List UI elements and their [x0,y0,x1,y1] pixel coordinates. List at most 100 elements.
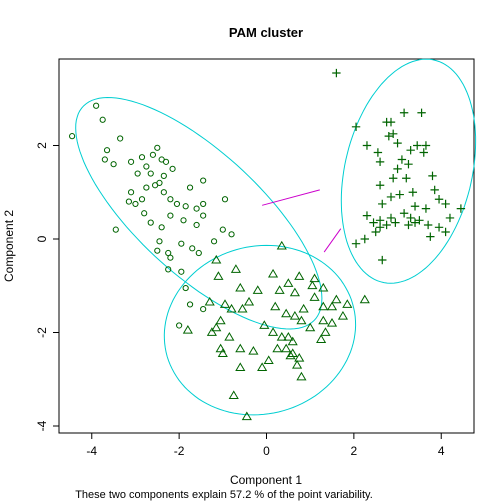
point-triangle-31 [235,343,246,353]
point-circle-40 [189,245,196,252]
cluster-ellipses [75,58,477,416]
point-circle-51 [195,249,202,257]
point-plus-11 [404,159,413,169]
point-circle-20 [138,196,146,203]
point-triangle-1 [294,271,305,280]
point-plus-28 [410,202,420,211]
x-tick-label: 4 [438,444,445,458]
point-triangle-34 [267,327,279,336]
point-plus-16 [384,131,394,141]
point-triangle-12 [320,327,331,336]
point-circle-5 [103,147,111,154]
point-plus-15 [399,108,409,117]
point-triangle-2 [307,280,318,290]
point-triangle-55 [257,362,268,371]
point-circle-50 [127,189,135,196]
point-circle-26 [193,205,200,212]
point-triangle-39 [285,350,296,360]
point-plus-13 [417,108,426,117]
x-axis-label: Component 1 [230,473,302,487]
point-circle-47 [169,165,176,172]
point-triangle-5 [318,301,329,311]
point-circle-49 [152,182,159,189]
point-plus-23 [375,216,385,225]
point-triangle-28 [206,327,217,336]
point-plus-31 [428,171,437,181]
point-circle-2 [69,133,76,140]
point-plus-38 [426,232,435,241]
point-plus-7 [386,117,396,127]
point-plus-50 [410,218,420,227]
point-triangle-30 [224,331,235,341]
point-circle-12 [154,144,161,151]
point-circle-31 [167,212,174,219]
point-triangle-35 [276,331,287,341]
point-triangle-57 [241,411,252,421]
point-circle-22 [160,189,167,196]
point-circle-32 [158,224,165,231]
point-triangle-32 [248,346,259,355]
point-circle-54 [178,268,185,275]
point-circle-56 [186,301,194,308]
point-triangle-7 [331,294,342,304]
point-circle-37 [154,247,161,254]
point-plus-44 [382,220,391,230]
point-triangle-62 [217,348,228,357]
point-circle-57 [200,306,207,313]
point-circle-48 [160,172,167,179]
point-plus-26 [402,174,411,183]
point-circle-25 [182,203,189,210]
point-plus-8 [388,129,398,138]
point-plus-52 [419,148,428,157]
point-triangle-21 [243,296,255,306]
point-plus-39 [415,216,424,225]
point-triangle-16 [289,310,300,320]
point-circle-33 [147,219,154,226]
point-circle-39 [178,240,185,247]
point-circle-1 [93,102,100,109]
point-triangle-36 [283,331,294,341]
y-tick-label: -2 [35,327,49,338]
point-plus-22 [369,218,378,227]
point-triangle-50 [276,240,287,250]
point-triangle-47 [211,254,222,264]
point-circle-36 [156,238,163,245]
point-circle-10 [143,163,150,170]
cluster-link-2 [323,228,342,253]
point-triangle-4 [309,292,320,301]
point-triangle-19 [252,285,263,294]
point-plus-48 [351,239,361,248]
point-triangle-46 [213,271,224,280]
point-plus-14 [421,141,431,150]
point-circle-34 [141,210,148,217]
point-circle-8 [127,158,135,165]
x-tick-label: 0 [263,444,270,458]
point-plus-43 [391,218,400,227]
point-triangle-52 [298,303,309,313]
cluster-ellipse-2 [163,244,357,416]
chart-title: PAM cluster [229,25,303,40]
point-triangle-53 [318,315,329,325]
point-circle-18 [125,198,132,205]
point-triangle-49 [267,268,279,278]
point-triangle-51 [309,273,320,283]
point-plus-1 [332,68,341,78]
point-triangle-11 [326,317,338,327]
point-triangle-61 [274,285,285,294]
point-triangle-27 [211,322,222,332]
point-plus-33 [441,199,450,209]
point-plus-51 [388,174,398,183]
point-triangle-10 [337,310,349,320]
cluster-link-1 [262,189,320,206]
point-triangle-9 [359,294,370,304]
point-plus-2 [351,122,361,131]
point-triangle-56 [228,390,239,400]
point-plus-49 [378,255,387,265]
point-plus-42 [386,213,396,223]
x-tick-label: -2 [174,444,185,458]
point-triangle-54 [263,355,274,364]
point-circle-24 [173,200,181,208]
point-plus-46 [371,227,380,237]
point-triangle-22 [237,303,248,313]
point-circle-43 [228,231,235,238]
